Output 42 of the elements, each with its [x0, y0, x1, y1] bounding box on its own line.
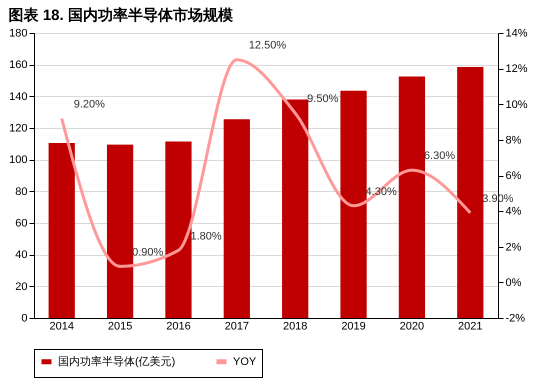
- y-tick-label: 80: [15, 186, 28, 198]
- y2-tick-label: 12%: [506, 63, 528, 76]
- y2-tick-label: 4%: [506, 206, 522, 218]
- y-tick-label: 100: [9, 154, 28, 166]
- y2-tick-label: 10%: [506, 98, 528, 111]
- bar: [398, 76, 426, 318]
- x-tick-label: 2018: [282, 320, 308, 332]
- bar: [48, 143, 75, 318]
- x-tick-label: 2021: [458, 320, 483, 332]
- legend-label: YOY: [233, 356, 257, 368]
- y-tick-label: 20: [15, 280, 28, 293]
- y2-tick-label: 2%: [506, 241, 522, 254]
- data-label: 12.50%: [248, 40, 286, 52]
- bar: [282, 100, 308, 318]
- bar: [340, 90, 367, 318]
- x-tick-label: 2017: [224, 320, 250, 332]
- y-tick-label: 180: [9, 28, 28, 40]
- bar: [106, 144, 134, 318]
- x-tick-label: 2016: [166, 320, 191, 332]
- y2-tick-label: 6%: [506, 170, 522, 182]
- x-tick-label: 2014: [49, 320, 74, 332]
- y-tick-label: 140: [9, 90, 28, 103]
- chart-title: 图表 18. 国内功率半导体市场规模: [8, 6, 234, 24]
- bar: [457, 67, 484, 318]
- y2-tick-label: -2%: [506, 312, 526, 324]
- y-tick-label: 60: [15, 218, 28, 230]
- data-label: 9.50%: [307, 93, 339, 106]
- x-tick-label: 2015: [108, 320, 132, 332]
- y-tick-label: 0: [21, 312, 28, 324]
- y-tick-label: 160: [9, 59, 28, 72]
- y-tick-label: 40: [15, 249, 28, 262]
- data-label: 9.20%: [74, 98, 106, 110]
- y2-tick-label: 0%: [506, 276, 522, 289]
- y2-tick-label: 14%: [506, 28, 528, 40]
- bar: [224, 119, 250, 318]
- legend-label: 国内功率半导体(亿美元): [58, 354, 176, 368]
- x-tick-label: 2020: [400, 320, 424, 332]
- y2-tick-label: 8%: [506, 134, 522, 146]
- x-tick-label: 2019: [341, 320, 366, 332]
- bar: [165, 141, 192, 318]
- y-tick-label: 120: [9, 122, 28, 134]
- line-series: [60, 58, 472, 268]
